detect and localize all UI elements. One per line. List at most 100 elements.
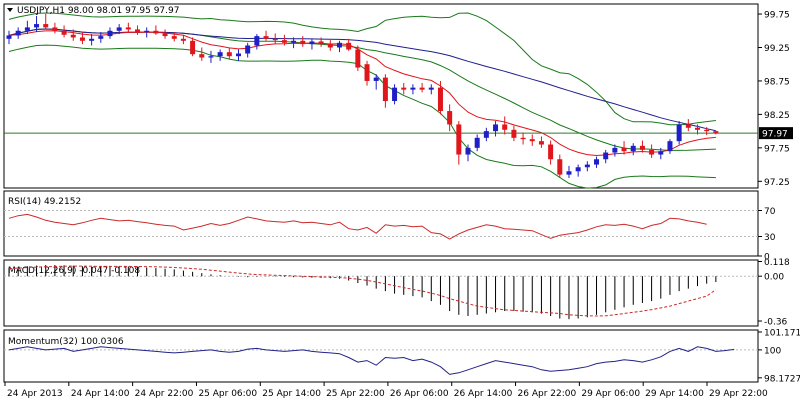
candle-38 <box>355 45 361 71</box>
candle-22 <box>208 50 214 63</box>
time-tick-label: 26 Apr 14:00 <box>454 389 513 399</box>
time-tick-label: 24 Apr 14:00 <box>71 389 130 399</box>
candle-body <box>373 77 379 81</box>
candle-60 <box>557 154 563 178</box>
candle-20 <box>190 37 196 57</box>
rsi-tick-label: 0 <box>764 253 770 263</box>
candle-7 <box>70 29 76 41</box>
candle-body <box>70 34 76 38</box>
momentum-indicator <box>4 346 758 375</box>
price-tick-label: 99.25 <box>764 44 790 54</box>
candle-body <box>263 36 269 39</box>
candle-52 <box>483 127 489 142</box>
price-tick-label: 98.25 <box>764 111 790 121</box>
candle-body <box>566 171 572 175</box>
candle-8 <box>79 32 85 45</box>
candle-14 <box>135 25 141 35</box>
candle-body <box>474 137 480 148</box>
time-tick-label: 29 Apr 14:00 <box>645 389 704 399</box>
candle-body <box>355 49 361 68</box>
panel-frame-mom <box>3 329 759 383</box>
moving-averages <box>8 28 717 157</box>
candle-body <box>190 40 196 55</box>
candle-body <box>245 45 251 54</box>
candle-body <box>116 27 122 31</box>
candle-77 <box>713 130 719 135</box>
candle-body <box>575 167 581 172</box>
candle-body <box>410 87 416 90</box>
candle-74 <box>685 119 691 132</box>
candle-body <box>612 147 618 153</box>
candle-29 <box>272 33 278 45</box>
candle-45 <box>419 82 425 93</box>
macd-tick-label: 0.118 <box>764 258 790 268</box>
price-tick-label: 98.75 <box>764 77 790 87</box>
rsi-line <box>8 213 707 240</box>
candle-body <box>594 159 600 165</box>
candle-59 <box>548 140 554 165</box>
candle-0 <box>6 30 12 45</box>
candle-37 <box>346 38 352 51</box>
candle-76 <box>704 127 710 136</box>
panel-frames <box>3 3 759 383</box>
candle-body <box>658 151 664 155</box>
candle-body <box>392 87 398 102</box>
candle-body <box>327 44 333 48</box>
price-axis-ticks: 99.75 99.25 98.75 98.25 97.75 97.25 <box>758 11 790 188</box>
macd-tick-label: 0.00 <box>764 273 784 283</box>
rsi-indicator <box>4 210 758 240</box>
candle-73 <box>676 121 682 145</box>
candle-body <box>236 53 241 57</box>
candle-body <box>502 124 508 130</box>
candle-body <box>346 42 352 50</box>
candle-body <box>704 129 710 132</box>
candle-body <box>483 131 489 138</box>
time-tick-label: 29 Apr 06:00 <box>581 389 640 399</box>
candle-57 <box>529 134 535 146</box>
candle-3 <box>34 16 40 33</box>
candle-body <box>676 124 682 142</box>
bollinger-upper-line <box>8 12 716 126</box>
candle-26 <box>245 42 251 58</box>
candle-body <box>199 54 205 58</box>
candle-18 <box>171 32 177 42</box>
candle-9 <box>89 34 95 46</box>
candle-25 <box>236 49 241 61</box>
candle-body <box>465 147 471 155</box>
candle-body <box>382 77 388 102</box>
candle-body <box>226 52 232 57</box>
bollinger-lower-line <box>8 44 716 189</box>
candlesticks <box>6 14 719 178</box>
rsi-tick-label: 70 <box>764 207 776 217</box>
candle-body <box>336 42 342 48</box>
candle-body <box>79 37 85 41</box>
candle-body <box>428 87 434 90</box>
candle-32 <box>300 36 306 47</box>
candle-4 <box>43 14 49 30</box>
candle-11 <box>107 27 113 39</box>
candle-body <box>401 87 407 90</box>
time-tick-label: 25 Apr 06:00 <box>198 389 257 399</box>
candle-body <box>630 145 636 152</box>
panel-frame-price <box>3 3 759 189</box>
candle-body <box>217 52 223 57</box>
candle-body <box>557 159 563 175</box>
candle-31 <box>291 37 297 49</box>
candle-55 <box>511 125 517 142</box>
candle-body <box>548 144 554 160</box>
price-tag-label: 97.97 <box>762 130 788 140</box>
price-tick-label: 99.75 <box>764 11 790 21</box>
momentum-tick-label: 98.1727 <box>764 374 800 384</box>
time-tick-label: 29 Apr 22:00 <box>709 389 768 399</box>
candle-body <box>34 24 40 28</box>
candle-42 <box>392 84 398 105</box>
candle-27 <box>254 34 260 50</box>
candle-21 <box>199 47 205 61</box>
candle-body <box>24 27 30 31</box>
candle-15 <box>144 27 150 38</box>
candle-body <box>61 30 67 35</box>
candle-5 <box>52 22 58 34</box>
candle-61 <box>566 165 572 178</box>
candle-62 <box>575 164 581 177</box>
candle-body <box>254 36 260 46</box>
